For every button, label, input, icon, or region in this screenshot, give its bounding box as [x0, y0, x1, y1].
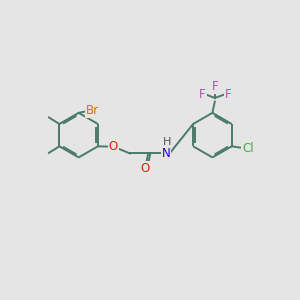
Text: F: F: [225, 88, 232, 101]
Text: O: O: [109, 140, 118, 153]
Text: Cl: Cl: [242, 142, 254, 155]
Text: H: H: [162, 136, 171, 146]
Text: F: F: [212, 80, 218, 93]
Text: O: O: [141, 162, 150, 176]
Text: N: N: [162, 147, 170, 160]
Text: F: F: [199, 88, 206, 101]
Text: Br: Br: [86, 104, 99, 117]
